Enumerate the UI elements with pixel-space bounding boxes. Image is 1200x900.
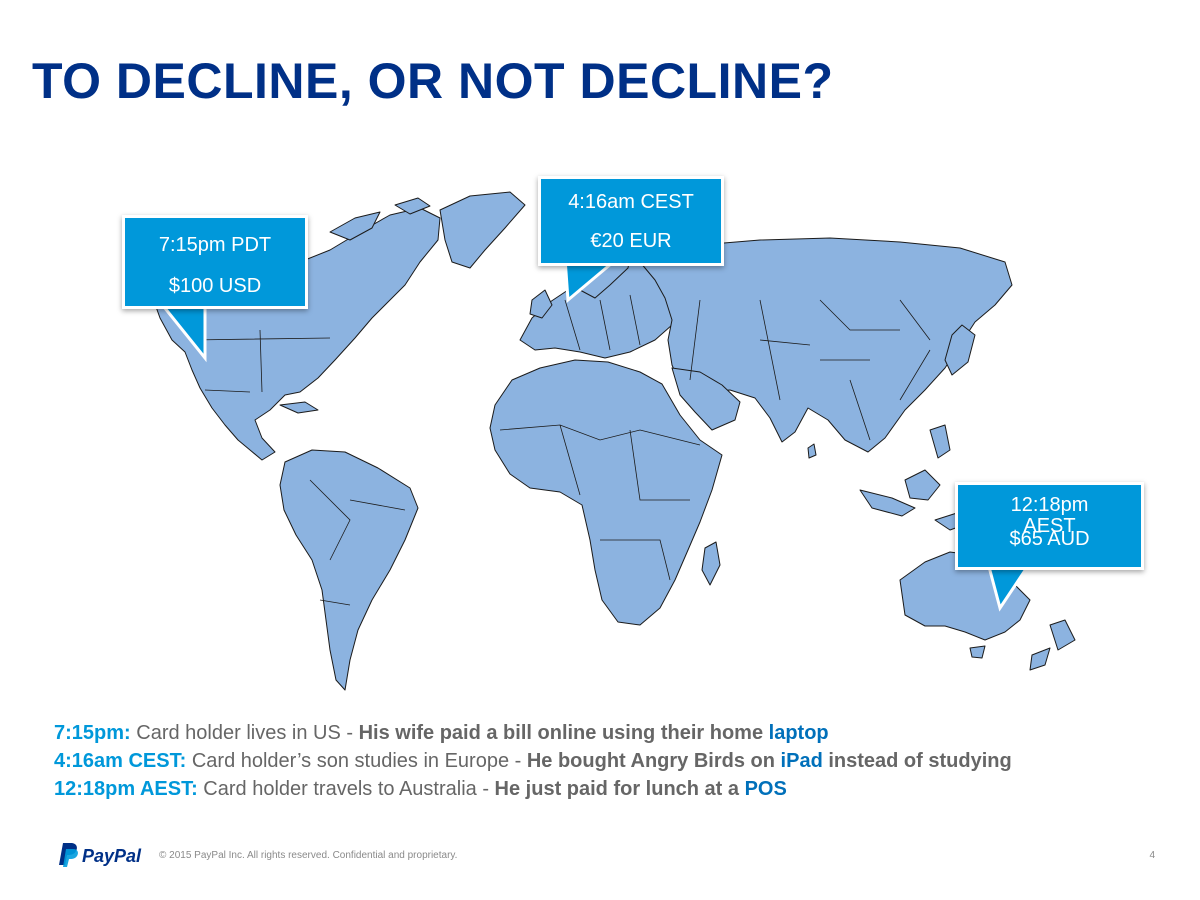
british-isles — [529, 289, 553, 319]
callout-europe-time: 4:16am CEST — [568, 191, 694, 213]
paypal-logo-text: PayPal — [82, 846, 142, 866]
note-row-europe: 4:16am CEST: Card holder’s son studies i… — [54, 747, 1012, 775]
cuba — [279, 401, 319, 414]
callout-us-time: 7:15pm PDT — [158, 234, 272, 256]
note-tail: instead of studying — [822, 750, 1012, 772]
slide-title: TO DECLINE, OR NOT DECLINE? — [32, 53, 834, 109]
scenario-notes: 7:15pm: Card holder lives in US - His wi… — [54, 719, 1012, 803]
note-accent: laptop — [768, 722, 829, 744]
slide-footer: PayPal © 2015 PayPal Inc. All rights res… — [55, 840, 1155, 870]
note-accent: iPad — [780, 750, 823, 772]
paypal-logo: PayPal — [59, 843, 142, 867]
callout-australia-amount: $65 AUD — [1009, 528, 1090, 550]
arabian-peninsula — [671, 367, 741, 431]
note-strong: He bought Angry Birds on — [526, 750, 781, 772]
note-row-australia: 12:18pm AEST: Card holder travels to Aus… — [54, 775, 1012, 803]
madagascar — [701, 541, 721, 586]
note-strong: His wife paid a bill online using their … — [358, 722, 769, 744]
greenland — [439, 191, 526, 269]
callout-australia-time: 12:18pm — [1010, 494, 1089, 516]
callout-us-amount: $100 USD — [168, 275, 262, 297]
copyright-text: © 2015 PayPal Inc. All rights reserved. … — [159, 850, 458, 861]
callout-australia-zone: AEST — [1023, 515, 1076, 537]
note-text: Card holder lives in US - — [130, 722, 359, 744]
new-zealand — [1049, 619, 1076, 651]
tasmania — [969, 645, 986, 659]
callout-australia: 12:18pm AEST $65 AUD — [955, 482, 1144, 570]
callout-europe: 4:16am CEST €20 EUR — [538, 176, 724, 266]
note-lead: 7:15pm: — [54, 722, 131, 744]
southeast-asia-islands — [859, 489, 916, 517]
note-accent: POS — [744, 778, 787, 800]
note-row-us: 7:15pm: Card holder lives in US - His wi… — [54, 719, 1012, 747]
note-text: Card holder’s son studies in Europe - — [186, 750, 527, 772]
page-number: 4 — [1149, 850, 1155, 861]
note-strong: He just paid for lunch at a — [494, 778, 745, 800]
note-text: Card holder travels to Australia - — [197, 778, 495, 800]
note-lead: 12:18pm AEST: — [54, 778, 198, 800]
south-america-landmass — [279, 449, 419, 691]
callout-us: 7:15pm PDT $100 USD — [122, 215, 308, 309]
callout-europe-amount: €20 EUR — [590, 230, 672, 252]
japan — [944, 324, 976, 376]
note-lead: 4:16am CEST: — [54, 750, 187, 772]
arctic-islands — [329, 211, 381, 241]
